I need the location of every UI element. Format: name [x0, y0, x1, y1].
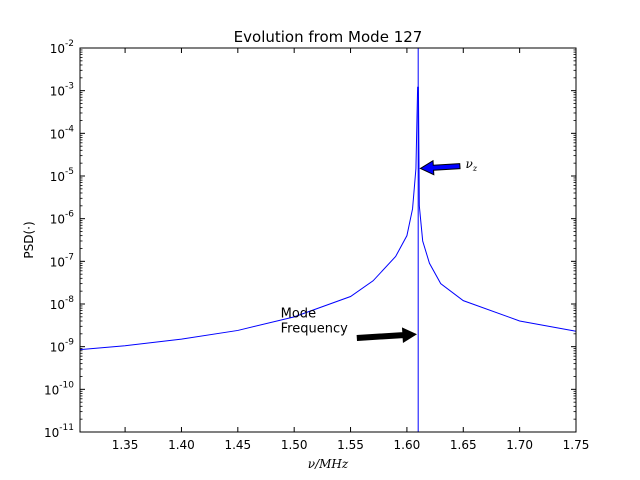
y-tick-label: 10-6	[50, 210, 75, 227]
x-tick-label: 1.45	[224, 438, 251, 452]
x-axis-label: ν/MHz	[308, 457, 349, 471]
x-tick-label: 1.65	[450, 438, 477, 452]
y-tick-label: 10-7	[50, 252, 74, 269]
y-tick-label: 10-11	[44, 423, 74, 440]
y-tick-label: 10-5	[50, 167, 74, 184]
y-tick-label: 10-8	[50, 295, 75, 312]
mode-frequency-annotation: Mode Frequency	[281, 307, 348, 337]
x-tick-label: 1.50	[281, 438, 308, 452]
y-tick-label: 10-9	[50, 338, 75, 355]
x-tick-label: 1.55	[337, 438, 364, 452]
nu-z-annotation: νz	[466, 157, 478, 173]
y-tick-label: 10-2	[50, 39, 74, 56]
plot-frame	[79, 47, 577, 433]
y-tick-label: 10-10	[44, 380, 74, 397]
series-line	[79, 86, 577, 351]
y-tick-label: 10-3	[50, 82, 74, 99]
nu-z-arrow	[419, 159, 461, 176]
y-axis-label: PSD(·)	[22, 221, 36, 258]
plot-area	[79, 48, 577, 432]
x-tick-label: 1.40	[168, 438, 195, 452]
y-tick-label: 10-4	[50, 124, 75, 141]
x-tick-label: 1.35	[112, 438, 139, 452]
axis-ticks: 1.35 1.40 1.45 1.50 1.55 1.60 1.65 1.70 1.75 10-1…	[44, 39, 589, 452]
chart-title: Evolution from Mode 127	[234, 28, 423, 46]
mode-frequency-arrow	[356, 327, 417, 343]
x-tick-label: 1.70	[506, 438, 533, 452]
annotations: Mode Frequency νz	[281, 157, 478, 343]
x-tick-label: 1.60	[394, 438, 421, 452]
x-tick-label: 1.75	[563, 438, 590, 452]
